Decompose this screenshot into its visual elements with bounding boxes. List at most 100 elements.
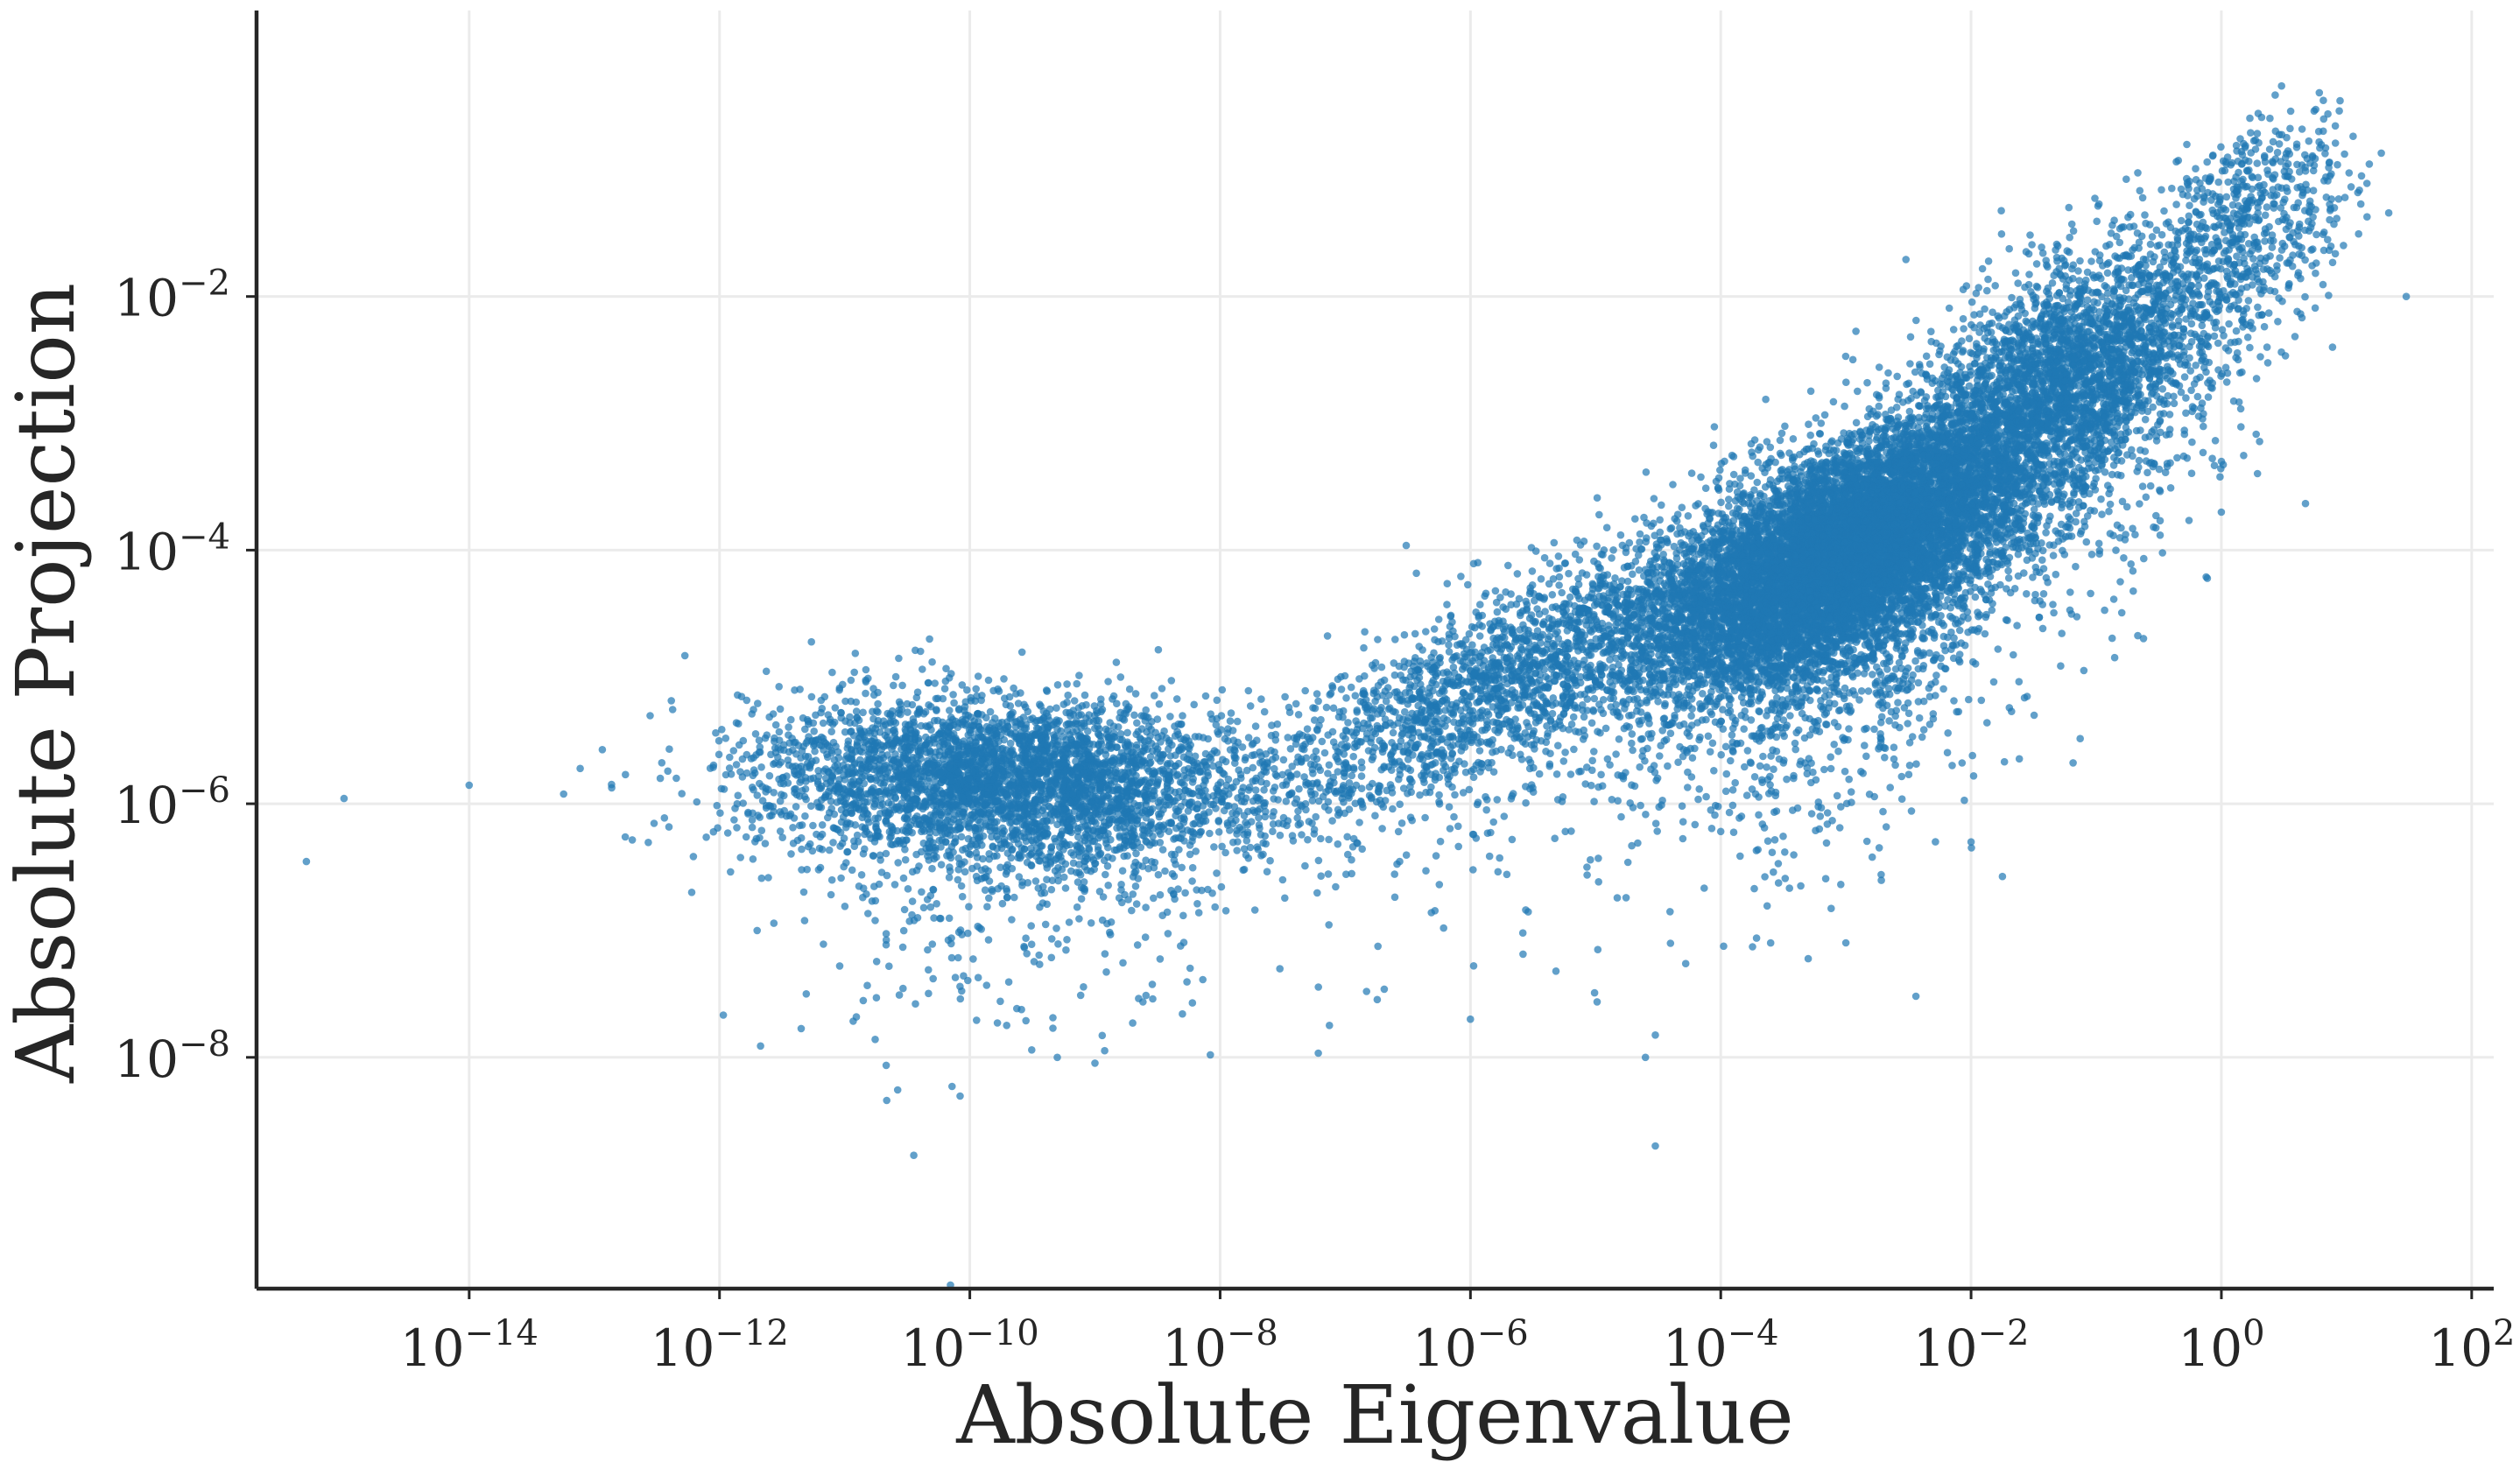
scatter-point bbox=[1211, 903, 1219, 911]
scatter-point bbox=[1593, 542, 1601, 551]
scatter-point bbox=[1285, 791, 1293, 798]
scatter-point bbox=[1535, 610, 1544, 618]
scatter-point bbox=[1204, 734, 1212, 743]
scatter-point bbox=[1566, 770, 1575, 778]
scatter-point bbox=[1027, 778, 1036, 787]
scatter-point bbox=[560, 790, 567, 798]
scatter-point bbox=[891, 672, 900, 681]
scatter-point bbox=[1052, 924, 1060, 932]
scatter-point bbox=[956, 1092, 964, 1100]
scatter-point bbox=[976, 808, 985, 817]
scatter-point bbox=[806, 840, 814, 848]
scatter-point bbox=[1052, 732, 1060, 741]
scatter-point bbox=[1651, 1031, 1659, 1039]
scatter-point bbox=[1130, 862, 1138, 870]
scatter-point bbox=[1087, 761, 1095, 769]
scatter-point bbox=[895, 991, 904, 999]
scatter-point bbox=[1499, 603, 1507, 611]
scatter-point bbox=[1028, 1046, 1036, 1054]
scatter-point bbox=[990, 742, 999, 749]
scatter-point bbox=[751, 730, 760, 738]
scatter-point bbox=[923, 896, 932, 903]
scatter-point bbox=[1052, 750, 1059, 759]
scatter-point bbox=[1003, 861, 1012, 869]
scatter-point bbox=[803, 865, 811, 874]
scatter-point bbox=[977, 875, 986, 882]
scatter-point bbox=[1062, 708, 1070, 717]
scatter-point bbox=[835, 685, 843, 694]
scatter-point bbox=[872, 823, 880, 831]
scatter-point bbox=[1167, 677, 1176, 685]
scatter-point bbox=[954, 706, 963, 714]
scatter-point bbox=[923, 739, 931, 747]
scatter-point bbox=[1095, 731, 1103, 739]
scatter-point bbox=[693, 798, 701, 806]
scatter-point bbox=[1108, 801, 1116, 809]
scatter-point bbox=[1029, 805, 1037, 813]
scatter-point bbox=[877, 868, 886, 876]
scatter-point bbox=[644, 839, 652, 847]
scatter-point bbox=[814, 772, 823, 781]
scatter-point bbox=[891, 772, 899, 780]
scatter-point bbox=[1049, 720, 1058, 728]
scatter-point bbox=[767, 750, 775, 759]
scatter-point bbox=[785, 731, 792, 739]
scatter-point bbox=[1093, 709, 1102, 717]
scatter-point bbox=[800, 917, 809, 924]
scatter-point bbox=[1102, 746, 1109, 755]
scatter-point bbox=[787, 850, 795, 858]
scatter-point bbox=[1179, 1009, 1186, 1018]
scatter-point bbox=[1062, 741, 1070, 749]
scatter-point bbox=[1052, 704, 1060, 712]
scatter-point bbox=[933, 706, 940, 713]
scatter-point bbox=[1257, 695, 1265, 703]
scatter-point bbox=[762, 667, 771, 676]
scatter-point bbox=[1172, 751, 1179, 759]
scatter-point bbox=[1075, 915, 1083, 923]
scatter-point bbox=[1089, 717, 1098, 726]
scatter-point bbox=[598, 746, 607, 754]
scatter-point bbox=[1188, 766, 1197, 775]
scatter-point bbox=[1235, 766, 1242, 774]
scatter-point bbox=[1233, 717, 1242, 726]
scatter-point bbox=[1432, 852, 1440, 860]
scatter-point bbox=[1195, 768, 1204, 777]
scatter-point bbox=[1201, 692, 1210, 700]
scatter-point bbox=[628, 836, 637, 844]
scatter-point bbox=[908, 700, 917, 709]
scatter-point bbox=[1173, 770, 1182, 779]
scatter-point bbox=[965, 775, 973, 783]
scatter-point bbox=[757, 826, 766, 834]
scatter-point bbox=[1199, 975, 1207, 984]
scatter-point bbox=[1072, 757, 1080, 765]
scatter-point bbox=[954, 854, 962, 862]
scatter-point bbox=[1010, 789, 1018, 797]
scatter-point bbox=[1024, 749, 1031, 757]
scatter-point bbox=[1201, 797, 1210, 805]
scatter-point bbox=[897, 763, 905, 772]
scatter-point bbox=[899, 926, 908, 935]
scatter-point bbox=[1020, 798, 1028, 805]
scatter-point bbox=[1132, 771, 1140, 780]
scatter-point bbox=[1185, 750, 1193, 758]
scatter-point bbox=[1219, 769, 1227, 777]
scatter-point bbox=[1469, 559, 1478, 568]
scatter-point bbox=[777, 791, 785, 798]
scatter-point bbox=[947, 854, 955, 862]
scatter-point bbox=[901, 813, 909, 821]
scatter-point bbox=[876, 795, 885, 804]
scatter-point bbox=[844, 737, 853, 745]
scatter-point bbox=[945, 750, 953, 758]
scatter-point bbox=[1552, 967, 1560, 975]
scatter-point bbox=[1257, 752, 1265, 760]
scatter-point bbox=[944, 936, 953, 945]
scatter-point bbox=[1119, 714, 1127, 723]
scatter-point bbox=[954, 768, 963, 776]
scatter-point bbox=[1454, 822, 1462, 831]
scatter-point bbox=[608, 780, 616, 789]
scatter-point bbox=[968, 814, 977, 822]
scatter-point bbox=[898, 943, 907, 952]
scatter-point bbox=[1273, 720, 1282, 728]
scatter-point bbox=[1353, 839, 1361, 847]
scatter-point bbox=[900, 905, 909, 914]
